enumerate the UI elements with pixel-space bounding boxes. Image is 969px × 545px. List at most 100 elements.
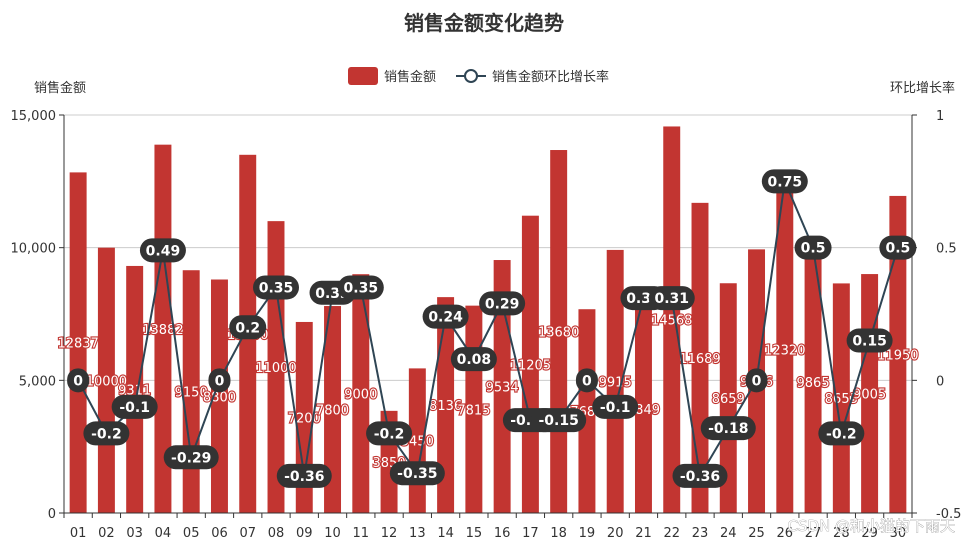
x-tick-label: 24 [720, 526, 737, 541]
bar [578, 309, 596, 513]
growth-value-label: 0.49 [146, 243, 181, 259]
bar [324, 306, 342, 513]
bar-value-label: 9865 [797, 376, 830, 391]
x-tick-label: 29 [861, 526, 878, 541]
bar-value-label: 11205 [510, 358, 551, 373]
x-tick-label: 17 [522, 526, 539, 541]
growth-value-label: 0.5 [885, 241, 910, 257]
bar [804, 251, 822, 514]
bar-value-label: 10000 [86, 374, 127, 389]
y-right-tick-label: 0.5 [936, 242, 957, 257]
bar-series [69, 126, 907, 514]
growth-value-label: 0 [215, 373, 225, 389]
y-right-tick-label: 1 [936, 109, 944, 124]
x-tick-label: 30 [890, 526, 907, 541]
y-left-tick-label: 10,000 [11, 242, 57, 257]
chart-title: 销售金额变化趋势 [404, 11, 564, 35]
bar [352, 274, 370, 513]
bar [832, 283, 850, 513]
growth-value-badge [575, 368, 598, 393]
growth-value-badge [67, 368, 90, 393]
bar [69, 172, 87, 513]
bar-value-label: 7815 [457, 403, 490, 418]
growth-value-badge [422, 304, 469, 329]
legend-bar-label: 销售金额 [384, 69, 436, 85]
bar-value-label: 9915 [599, 375, 632, 390]
legend-line-label: 销售金额环比增长率 [492, 69, 609, 85]
growth-value-label: 0.35 [344, 280, 379, 296]
growth-value-label: -0.35 [397, 466, 437, 482]
growth-value-badge [745, 368, 768, 393]
legend-item-bar[interactable]: 销售金额 [348, 67, 436, 85]
watermark: CSDN @和小猫的下雨天 [787, 517, 955, 535]
growth-value-badge [592, 394, 639, 419]
x-tick-label: 03 [126, 526, 143, 541]
bar [634, 304, 652, 513]
bar-value-label: 8136 [429, 399, 462, 414]
growth-value-badge [648, 286, 695, 311]
growth-value-label: 0.08 [457, 352, 492, 368]
legend[interactable]: 销售金额 销售金额环比增长率 [348, 67, 609, 85]
x-tick-label: 04 [155, 526, 172, 541]
x-tick-label: 05 [183, 526, 200, 541]
growth-value-label: -0.2 [374, 426, 405, 442]
bar-value-label: 11950 [877, 348, 918, 363]
bar [889, 195, 907, 513]
bar [126, 265, 144, 513]
growth-value-badge [761, 169, 808, 194]
growth-value-badge [366, 421, 413, 446]
x-tick-label: 19 [579, 526, 596, 541]
bar-value-label: 9534 [486, 381, 519, 396]
growth-value-badge [846, 328, 893, 353]
y-right-axis-title: 环比增长率 [890, 80, 955, 96]
x-tick-label: 16 [494, 526, 511, 541]
growth-value-badge [111, 394, 158, 419]
bar [776, 186, 794, 514]
y-left-tick-label: 15,000 [11, 109, 57, 124]
x-tick-label: 07 [239, 526, 256, 541]
x-tick-label: 02 [98, 526, 115, 541]
y-left-axis-title: 销售金额 [34, 80, 86, 96]
bar-value-label: 7800 [316, 404, 349, 419]
growth-value-label: 0.5 [801, 241, 826, 257]
x-tick-label: 26 [777, 526, 794, 541]
legend-item-line[interactable]: 销售金额环比增长率 [456, 69, 609, 85]
growth-value-badge [818, 421, 865, 446]
bar [97, 247, 115, 513]
growth-value-label: 0 [752, 373, 762, 389]
x-tick-label: 25 [748, 526, 765, 541]
x-tick-label: 08 [268, 526, 285, 541]
growth-value-label: 0 [582, 373, 592, 389]
growth-value-label: -0.15 [538, 413, 578, 429]
x-tick-label: 06 [211, 526, 228, 541]
x-tick-label: 01 [70, 526, 87, 541]
growth-value-label: -0.18 [708, 421, 748, 437]
growth-value-label: 0.15 [852, 334, 887, 350]
growth-line [77, 177, 899, 479]
x-tick-label: 18 [550, 526, 567, 541]
growth-value-label: -0.2 [91, 426, 122, 442]
bar [437, 297, 455, 513]
growth-value-badge [276, 463, 332, 488]
growth-value-label: -0.2 [826, 426, 857, 442]
growth-value-label: -0.36 [284, 469, 324, 485]
growth-value-label: 0.75 [768, 174, 803, 190]
y-left-tick-label: 5,000 [19, 374, 56, 389]
growth-value-badge [450, 347, 497, 372]
bar-value-label: 8659 [712, 392, 745, 407]
line-value-labels: 0-0.2-0.10.49-0.2900.20.35-0.360.330.35-… [67, 169, 917, 488]
bar [719, 283, 737, 513]
growth-value-badge [83, 421, 130, 446]
y-right-tick-label: 0 [936, 374, 944, 389]
growth-value-badge [672, 463, 728, 488]
growth-value-badge [253, 275, 299, 300]
x-tick-label: 13 [409, 526, 426, 541]
bar [663, 126, 681, 513]
x-tick-label: 10 [324, 526, 341, 541]
bar-value-label: 9005 [853, 388, 886, 403]
growth-value-badge [229, 315, 267, 340]
bar-value-label: 14568 [651, 314, 692, 329]
x-tick-label: 11 [353, 526, 370, 541]
